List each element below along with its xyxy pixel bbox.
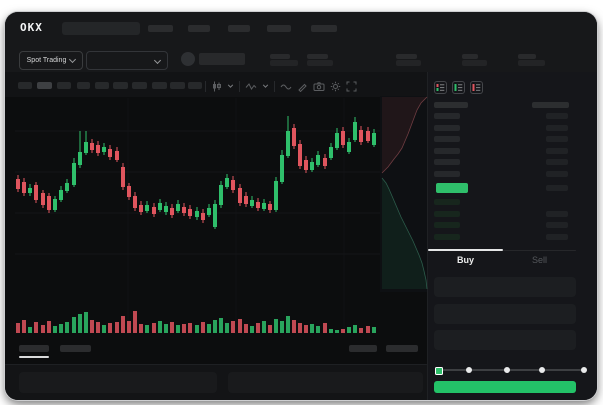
order-form-field[interactable] — [434, 330, 576, 350]
ticker-stat-value — [307, 60, 333, 66]
timeframe-button[interactable] — [18, 82, 32, 89]
chevron-down-icon — [153, 56, 162, 65]
chevron-down-icon[interactable] — [262, 83, 269, 89]
draw-icon[interactable] — [297, 81, 308, 92]
bottom-tab[interactable] — [60, 345, 91, 352]
tab-row-divider — [503, 250, 576, 251]
amount-slider-track[interactable] — [438, 369, 584, 371]
orderbook-bid-row[interactable] — [434, 222, 460, 228]
order-form-field[interactable] — [434, 277, 576, 297]
orderbook-ask-row[interactable] — [434, 136, 460, 142]
timeframe-button[interactable] — [170, 82, 185, 89]
chart-toolbar-icons — [205, 80, 357, 92]
timeframe-button[interactable] — [57, 82, 71, 89]
pair-price-placeholder — [199, 53, 245, 65]
chart-area[interactable] — [5, 97, 427, 364]
orderbook-column-header — [434, 102, 468, 108]
top-nav-item[interactable] — [267, 25, 291, 32]
timeframe-button[interactable] — [95, 82, 109, 89]
orderbook-ask-row[interactable] — [434, 148, 460, 154]
indicators-icon[interactable] — [245, 81, 257, 92]
bottom-action[interactable] — [349, 345, 377, 352]
slider-stop[interactable] — [504, 366, 510, 373]
orderbook-bid-row[interactable] — [434, 234, 460, 240]
orderbook-bid-row[interactable] — [434, 211, 460, 217]
pair-selector[interactable] — [86, 51, 168, 70]
ticker-stat-value — [518, 60, 545, 66]
toolbar-separator — [239, 80, 240, 92]
coin-icon — [181, 52, 195, 66]
orderbook-ask-row[interactable] — [434, 159, 460, 165]
timeframe-button[interactable] — [37, 82, 52, 89]
orderbook-view-toggles — [434, 81, 483, 94]
bottom-tab[interactable] — [19, 345, 49, 352]
orderbook-amount-cell — [546, 148, 568, 154]
candle-chart-icon[interactable] — [211, 81, 222, 92]
market-type-label: Spot Trading — [26, 57, 67, 64]
slider-stop[interactable] — [539, 366, 545, 373]
bottom-action[interactable] — [386, 345, 418, 352]
buy-tab-underline — [428, 249, 503, 251]
bottom-panel-placeholder — [19, 372, 217, 393]
timeframe-button[interactable] — [132, 82, 147, 89]
market-type-selector[interactable]: Spot Trading — [19, 51, 83, 70]
fullscreen-icon[interactable] — [346, 81, 357, 92]
ticker-stat-label — [462, 54, 478, 59]
orderbook-both-icon[interactable] — [434, 81, 447, 94]
orderbook-amount-cell — [546, 185, 568, 191]
tab-buy[interactable]: Buy — [456, 255, 474, 265]
ticker-stat-value — [462, 60, 487, 66]
bottom-panel-placeholder — [228, 372, 423, 393]
orderbook-column-header — [532, 102, 569, 108]
slider-stop[interactable] — [435, 366, 443, 375]
orderbook-amount-cell — [546, 171, 568, 177]
ticker-stat-value — [270, 60, 298, 66]
ticker-stat-label — [518, 54, 536, 59]
buy-submit-button[interactable] — [434, 381, 576, 393]
top-nav-item[interactable] — [188, 25, 210, 32]
camera-icon[interactable] — [313, 81, 325, 92]
ticker-stat-label — [270, 54, 290, 59]
tab-sell[interactable]: Sell — [531, 255, 547, 265]
orderbook-amount-cell — [546, 136, 568, 142]
orderbook-amount-cell — [546, 159, 568, 165]
orderbook-ask-row[interactable] — [434, 171, 460, 177]
toolbar-separator — [205, 80, 206, 92]
orderbook-amount-cell — [546, 234, 568, 240]
orderbook-ask-row[interactable] — [434, 125, 460, 131]
slider-stop[interactable] — [466, 366, 472, 373]
timeframe-button[interactable] — [152, 82, 167, 89]
bottom-tab-underline — [19, 356, 49, 358]
last-price-badge — [436, 183, 468, 193]
toolbar-separator — [274, 80, 275, 92]
orderbook-amount-cell — [546, 125, 568, 131]
orderbook-bid-row[interactable] — [434, 199, 460, 205]
search-input[interactable] — [62, 22, 140, 35]
orderbook-amount-cell — [546, 113, 568, 119]
order-form-field[interactable] — [434, 304, 576, 324]
okx-logo: OKX — [20, 21, 43, 34]
top-nav-item[interactable] — [311, 25, 337, 32]
orderbook-amount-cell — [546, 222, 568, 228]
timeframe-button[interactable] — [113, 82, 128, 89]
app-window: OKX Spot Trading Buy Sell — [5, 12, 597, 400]
chevron-down-icon[interactable] — [227, 83, 234, 89]
bottom-divider — [5, 364, 427, 365]
timeframe-button[interactable] — [77, 82, 90, 89]
orderbook-amount-cell — [546, 211, 568, 217]
orderbook-bids-icon[interactable] — [452, 81, 465, 94]
ticker-stat-label — [307, 54, 328, 59]
line-tool-icon[interactable] — [280, 81, 292, 92]
orderbook-ask-row[interactable] — [434, 113, 460, 119]
ticker-stat-value — [396, 60, 421, 66]
slider-stop[interactable] — [581, 366, 587, 373]
orderbook-asks-icon[interactable] — [470, 81, 483, 94]
top-nav-item[interactable] — [148, 25, 173, 32]
ticker-stat-label — [396, 54, 417, 59]
chevron-down-icon — [69, 55, 77, 64]
top-nav-item[interactable] — [228, 25, 250, 32]
settings-icon[interactable] — [330, 81, 341, 92]
timeframe-button[interactable] — [188, 82, 202, 89]
